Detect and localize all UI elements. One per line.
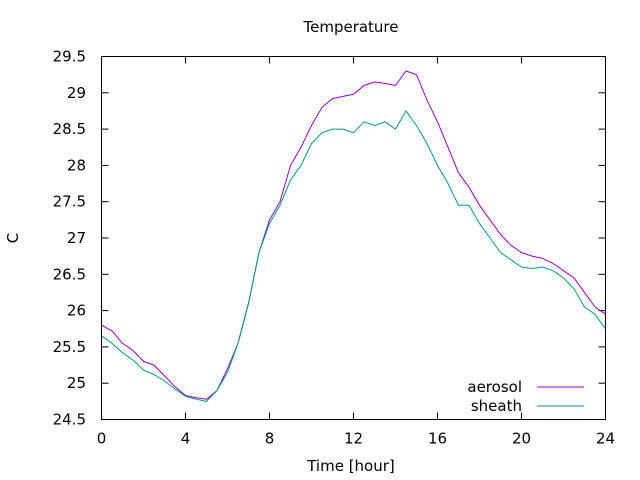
- y-tick-label: 28: [67, 156, 86, 174]
- x-tick-label: 20: [512, 430, 531, 448]
- series-line-sheath: [101, 109, 606, 402]
- series-line-aerosol: [101, 70, 606, 400]
- x-tick-label: 8: [265, 430, 275, 448]
- axes: 0 4 8 12 16 20 24 24.5 25 25.5 26 26.5 27 27.5 28 28.5 2…: [53, 48, 615, 448]
- x-tick-label: 24: [596, 430, 615, 448]
- legend-label-aerosol: aerosol: [467, 378, 522, 396]
- y-tick-label: 28.5: [53, 120, 86, 138]
- x-tick-label: 0: [97, 430, 107, 448]
- y-tick-label: 24.5: [53, 411, 86, 429]
- y-tick-label: 27: [67, 229, 86, 247]
- chart-title: Temperature: [302, 18, 398, 36]
- x-tick-label: 16: [428, 430, 447, 448]
- x-axis-label: Time [hour]: [306, 457, 395, 475]
- y-tick-label: 29: [67, 84, 86, 102]
- plot-frame: [101, 56, 606, 420]
- x-tick-label: 12: [344, 430, 363, 448]
- x-tick-label: 4: [181, 430, 191, 448]
- y-tick-label: 26.5: [53, 265, 86, 283]
- y-tick-label: 25.5: [53, 338, 86, 356]
- y-tick-label: 29.5: [53, 48, 86, 66]
- legend-label-sheath: sheath: [471, 397, 522, 415]
- y-tick-label: 27.5: [53, 193, 86, 211]
- y-axis-label: C: [4, 233, 22, 243]
- y-tick-label: 26: [67, 302, 86, 320]
- series-layer: [101, 70, 606, 402]
- y-tick-label: 25: [67, 374, 86, 392]
